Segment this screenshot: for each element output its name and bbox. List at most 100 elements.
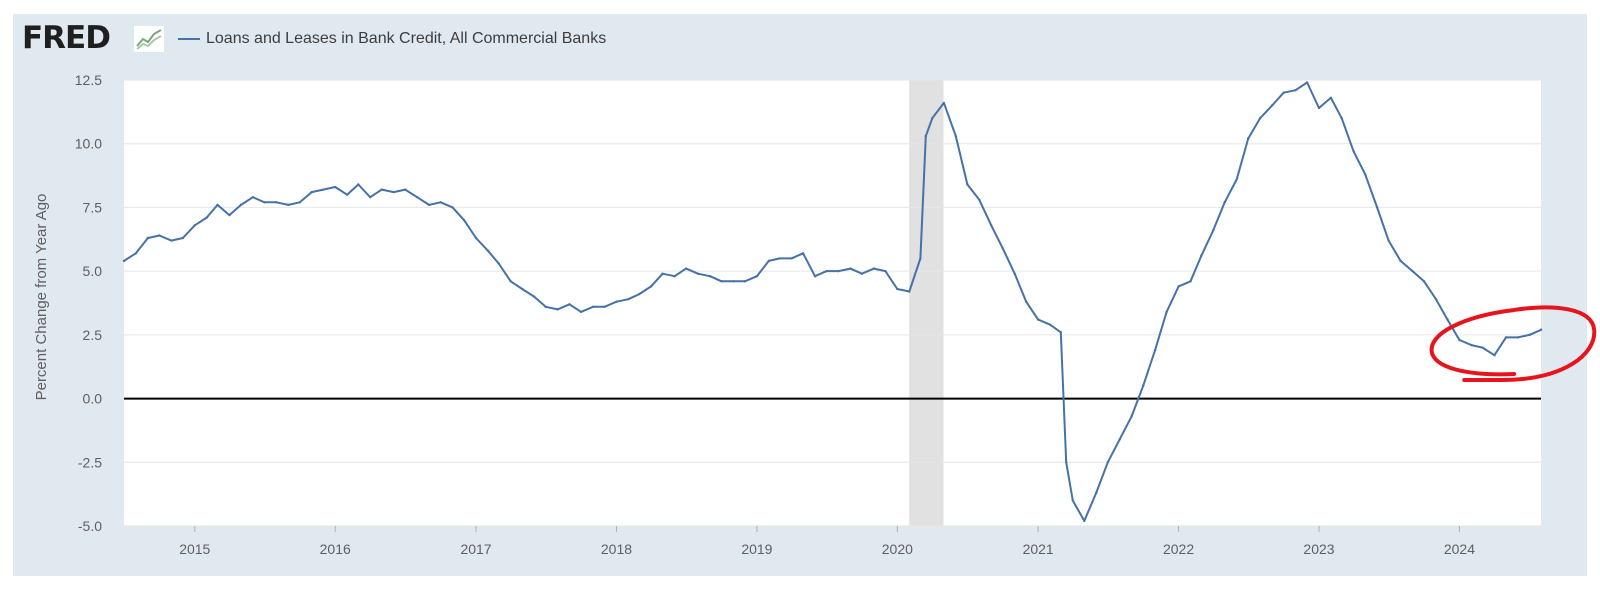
data-point (568, 303, 571, 306)
data-point (1270, 104, 1274, 107)
data-point (924, 134, 927, 138)
data-point (1422, 280, 1426, 283)
data-point (427, 203, 431, 207)
data-point (908, 290, 911, 293)
fred-logo[interactable]: FRED (22, 20, 111, 56)
data-point (990, 224, 993, 227)
y-tick-label: 5.0 (83, 263, 103, 279)
data-point (544, 305, 547, 309)
data-point (837, 269, 840, 273)
data-point (743, 280, 747, 283)
data-point (661, 272, 664, 275)
data-point (345, 193, 349, 196)
data-point (1470, 343, 1473, 347)
data-point (322, 188, 325, 191)
data-point (146, 236, 150, 240)
series-line (123, 81, 1542, 522)
data-point (919, 257, 922, 260)
data-point (228, 213, 231, 217)
data-point (486, 249, 490, 252)
data-point (896, 287, 899, 291)
data-point (1013, 272, 1016, 275)
data-point (1516, 336, 1520, 339)
data-point (708, 275, 712, 278)
legend-label: Loans and Leases in Bank Credit, All Com… (206, 30, 607, 47)
data-point (474, 236, 478, 240)
data-point (462, 218, 466, 222)
data-point (966, 183, 969, 186)
data-point (1282, 91, 1285, 94)
x-tick-label: 2024 (1444, 541, 1475, 557)
x-tick-label: 2018 (601, 541, 632, 557)
x-tick-label: 2016 (320, 541, 351, 557)
data-point (239, 203, 243, 207)
data-point (1001, 247, 1004, 250)
x-tick-label: 2019 (741, 541, 772, 557)
data-point (310, 190, 313, 194)
data-point (357, 183, 360, 186)
x-tick-label: 2020 (882, 541, 913, 557)
data-point (122, 259, 126, 263)
data-point (158, 234, 161, 237)
data-point (615, 300, 618, 303)
legend-swatch (178, 38, 200, 40)
data-point (1363, 173, 1367, 176)
data-point (1247, 137, 1250, 140)
data-point (684, 267, 688, 270)
data-point (1411, 269, 1414, 273)
data-point (1317, 106, 1321, 110)
y-tick-label: -2.5 (78, 454, 102, 470)
data-point (1106, 461, 1109, 464)
data-point (790, 257, 793, 260)
data-point (1071, 499, 1074, 502)
data-point (415, 196, 419, 199)
data-point (872, 267, 876, 270)
chart-legend: Loans and Leases in Bank Credit, All Com… (178, 30, 606, 48)
data-point (1539, 328, 1543, 331)
data-point (1130, 415, 1133, 418)
annotation-circle (1429, 305, 1597, 382)
data-point (334, 185, 337, 189)
data-point (134, 252, 138, 255)
data-point (801, 252, 805, 255)
data-point (275, 201, 278, 204)
y-tick-label: 0.0 (83, 391, 103, 407)
data-point (451, 206, 454, 209)
data-point (1165, 310, 1168, 314)
data-point (755, 275, 759, 278)
data-point (1305, 81, 1309, 84)
data-point (778, 257, 781, 260)
data-point (369, 196, 372, 199)
data-point (1258, 117, 1262, 120)
y-axis-title: Percent Change from Year Ago (33, 194, 50, 401)
data-point (954, 134, 958, 138)
data-point (1493, 354, 1496, 357)
data-point (696, 272, 700, 275)
data-point (849, 267, 852, 270)
data-point (1375, 206, 1379, 209)
data-point (1387, 239, 1390, 242)
data-point (556, 308, 559, 311)
data-point (1083, 519, 1086, 523)
x-tick-label: 2015 (179, 541, 210, 557)
data-point (1223, 201, 1226, 204)
data-point (1048, 323, 1052, 326)
data-point (1329, 96, 1333, 100)
data-point (1025, 300, 1028, 303)
data-point (1528, 333, 1531, 337)
data-point (603, 305, 606, 309)
data-point (931, 117, 934, 120)
data-point (170, 239, 173, 242)
data-point (942, 101, 946, 105)
data-point (263, 201, 266, 204)
y-tick-label: 2.5 (83, 327, 103, 343)
data-point (193, 224, 196, 227)
data-point (978, 198, 981, 201)
x-tick-label: 2023 (1303, 541, 1334, 557)
data-point (1458, 338, 1461, 342)
data-point (1481, 346, 1484, 349)
recession-band (909, 80, 944, 526)
data-point (1065, 461, 1068, 464)
data-point (298, 201, 302, 204)
